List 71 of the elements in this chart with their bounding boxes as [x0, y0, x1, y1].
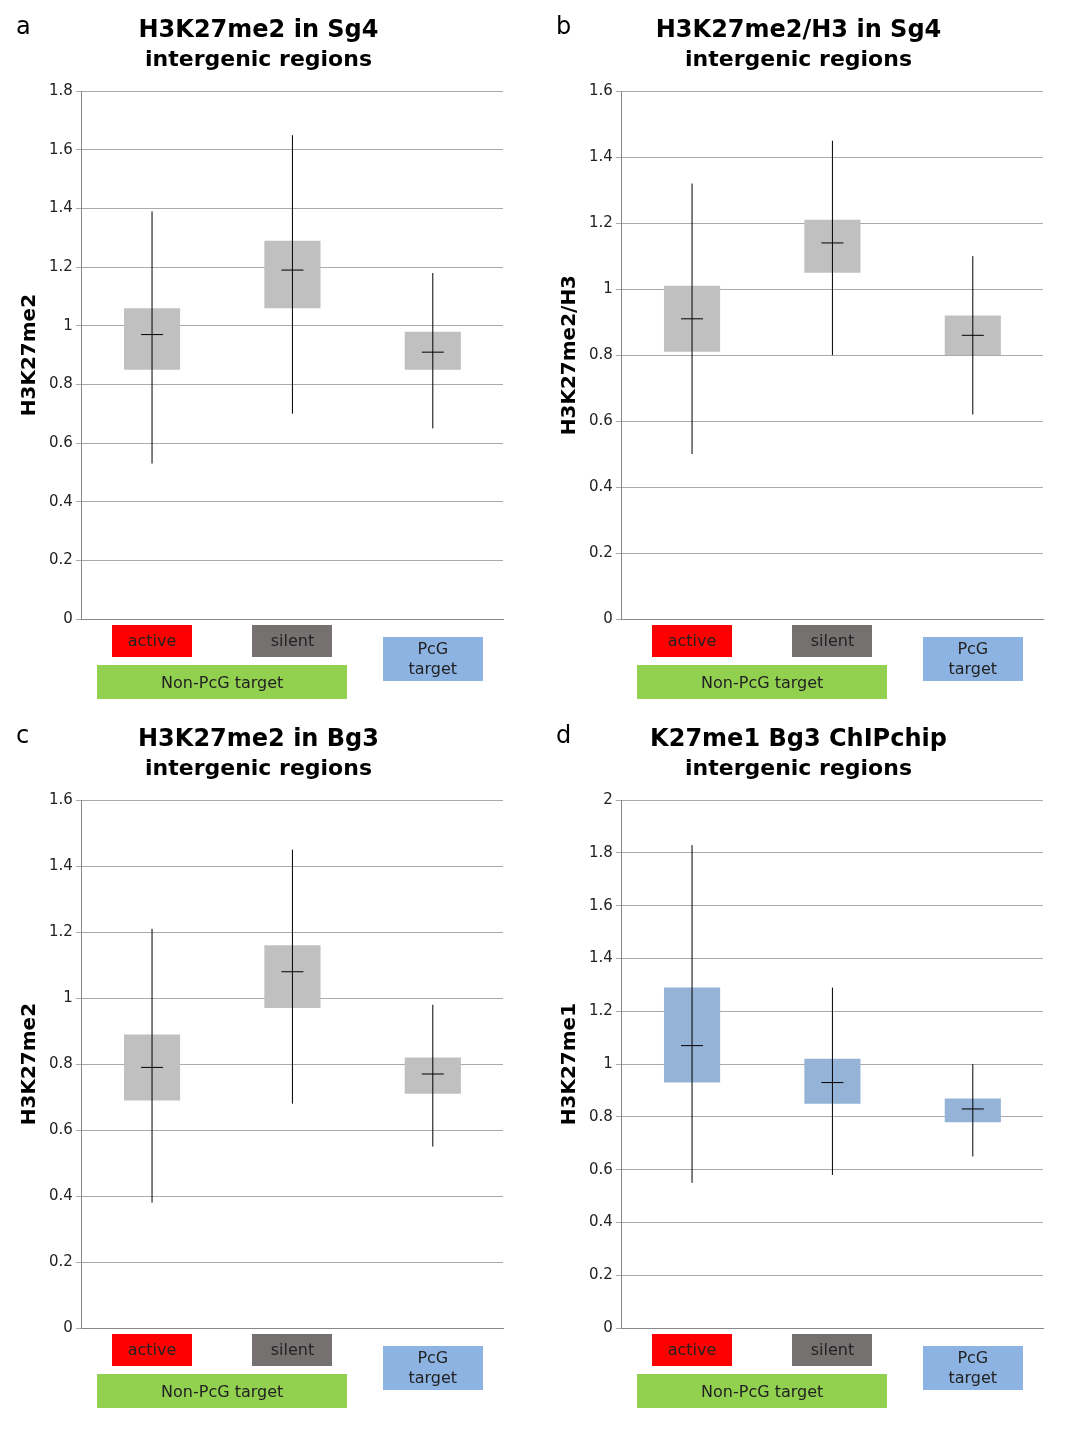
y-tick-label: 0	[603, 1317, 613, 1336]
x-tick-label: silent	[270, 1340, 315, 1360]
y-tick-label: 0.6	[49, 1119, 73, 1138]
y-tick-label: 1.8	[589, 842, 613, 861]
y-tick-label: 1.4	[49, 198, 73, 217]
x-tick-label: active	[127, 631, 177, 651]
text: Non-PcG target	[701, 672, 824, 692]
y-tick-label: 0	[63, 1317, 73, 1336]
text: Non-PcG target	[161, 672, 284, 692]
chart-subtitle: intergenic regions	[145, 754, 372, 780]
y-tick-label: 1.8	[49, 81, 73, 100]
y-tick-label: 1	[63, 315, 73, 334]
y-tick-label: 0.4	[589, 476, 613, 495]
y-tick-label: 1.6	[49, 790, 73, 809]
y-tick-label: 1.2	[589, 1001, 613, 1020]
x-tick-label: PcG target	[407, 639, 459, 679]
y-tick-label: 0.4	[49, 491, 73, 510]
x-tick-label: active	[127, 1340, 177, 1360]
y-tick-label: 1.6	[589, 895, 613, 914]
x-tick-label: PcG target	[947, 1348, 999, 1388]
y-tick-label: 0.6	[589, 410, 613, 429]
y-tick-label: 1.4	[49, 856, 73, 875]
y-tick-label: 1	[63, 988, 73, 1007]
y-tick-label: 0.2	[49, 1251, 73, 1270]
text: b	[556, 12, 572, 41]
y-tick-label: 0.8	[589, 344, 613, 363]
y-tick-label: 1.4	[589, 147, 613, 166]
y-axis-title: H3K27me1	[556, 1002, 581, 1126]
y-tick-label: 1.6	[589, 81, 613, 100]
y-tick-label: 0.6	[589, 1159, 613, 1178]
y-tick-label: 0.8	[49, 1053, 73, 1072]
text: c	[16, 721, 30, 750]
x-tick-label: PcG target	[947, 639, 999, 679]
x-tick-label: PcG target	[407, 1348, 459, 1388]
chart-title: H3K27me2 in Bg3	[138, 723, 379, 752]
y-tick-label: 1.2	[589, 213, 613, 232]
chart-subtitle: intergenic regions	[145, 45, 372, 71]
y-tick-label: 0.2	[589, 1265, 613, 1284]
y-axis-title: H3K27me2	[16, 1002, 41, 1126]
x-tick-label: silent	[810, 631, 855, 651]
y-tick-label: 0.2	[49, 550, 73, 569]
y-tick-label: 0.8	[589, 1106, 613, 1125]
text: a	[16, 12, 31, 41]
y-tick-label: 0.4	[49, 1185, 73, 1204]
x-tick-label: active	[667, 631, 717, 651]
y-tick-label: 1	[603, 1053, 613, 1072]
text: Non-PcG target	[161, 1381, 284, 1401]
y-tick-label: 1.6	[49, 139, 73, 158]
chart-subtitle: intergenic regions	[685, 45, 912, 71]
chart-title: K27me1 Bg3 ChIPchip	[650, 723, 947, 752]
y-tick-label: 0.6	[49, 432, 73, 451]
y-tick-label: 0.2	[589, 542, 613, 561]
y-tick-label: 0.8	[49, 374, 73, 393]
y-tick-label: 1.2	[49, 922, 73, 941]
y-tick-label: 1	[603, 279, 613, 298]
y-tick-label: 0.4	[589, 1212, 613, 1231]
text: Non-PcG target	[701, 1381, 824, 1401]
y-tick-label: 2	[603, 790, 613, 809]
chart-title: H3K27me2 in Sg4	[138, 14, 379, 43]
x-tick-label: silent	[270, 631, 315, 651]
y-tick-label: 1.2	[49, 257, 73, 276]
y-axis-title: H3K27me2	[16, 293, 41, 417]
chart-subtitle: intergenic regions	[685, 754, 912, 780]
chart-title: H3K27me2/H3 in Sg4	[655, 14, 942, 43]
text: d	[556, 721, 572, 750]
y-tick-label: 0	[603, 608, 613, 627]
x-tick-label: active	[667, 1340, 717, 1360]
y-tick-label: 0	[63, 608, 73, 627]
y-tick-label: 1.4	[589, 948, 613, 967]
x-tick-label: silent	[810, 1340, 855, 1360]
y-axis-title: H3K27me2/H3	[556, 274, 581, 436]
